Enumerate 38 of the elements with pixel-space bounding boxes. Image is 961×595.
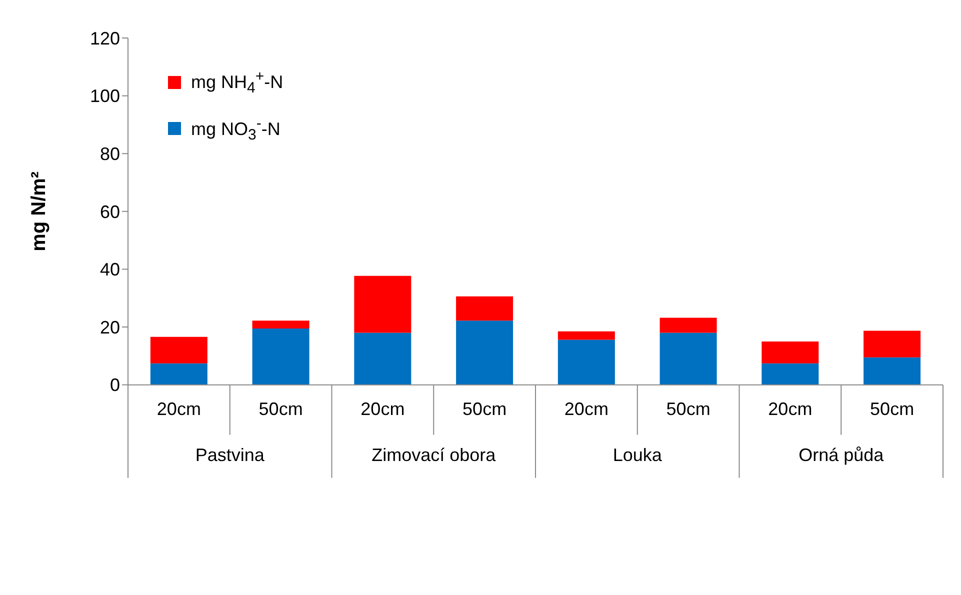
x-tick-label: 20cm [360, 398, 405, 419]
text: Louka [612, 444, 663, 465]
bar [150, 336, 208, 364]
y-tick-label: 100 [90, 86, 120, 106]
bar [558, 340, 615, 385]
bar [762, 341, 819, 364]
y-tick-label: 120 [90, 28, 120, 48]
bar [150, 363, 208, 385]
bar [252, 320, 310, 328]
bar [864, 357, 921, 385]
x-tick-label: 50cm [666, 398, 710, 419]
x-tick-label: 20cm [156, 398, 201, 419]
bar [456, 296, 514, 321]
x-tick-label: 50cm [258, 398, 303, 419]
text: Zimovací obora [372, 444, 497, 465]
bar [660, 332, 717, 385]
bar [864, 330, 921, 358]
x-tick-label: 50cm [870, 398, 914, 419]
bar [762, 363, 819, 385]
y-tick-label: 0 [110, 375, 120, 396]
x-tick-label: 20cm [768, 398, 812, 419]
y-axis-title: mg N/m² [28, 171, 50, 252]
bar [354, 332, 412, 385]
bar [558, 331, 615, 340]
y-tick-label: 40 [100, 260, 120, 280]
bar [252, 328, 310, 385]
legend-label: mg NO$_{3}$$^{-}$-N [191, 114, 280, 144]
text: Pastvina [195, 444, 266, 465]
x-tick-label: 50cm [462, 398, 507, 419]
text: Orná půda [798, 444, 885, 465]
bar [354, 276, 412, 333]
bar [456, 320, 514, 385]
y-tick-label: 60 [100, 202, 120, 222]
y-tick-label: 20 [100, 317, 120, 338]
legend-label: mg NH$_{4}$$^{+}$-N [191, 68, 284, 97]
x-tick-label: 20cm [564, 398, 608, 419]
bar [660, 318, 717, 333]
y-tick-label: 80 [100, 144, 120, 164]
